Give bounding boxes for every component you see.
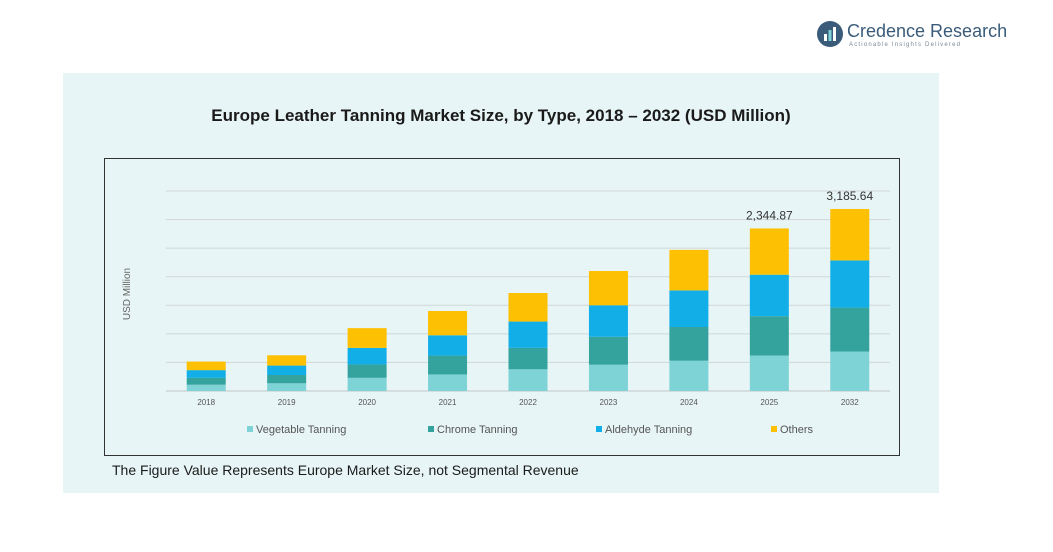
chart-panel xyxy=(63,73,939,493)
bar-segment-vegetable-tanning-2024 xyxy=(669,360,709,391)
x-tick-label: 2023 xyxy=(600,398,618,407)
legend-item-vegetable-tanning: Vegetable Tanning xyxy=(247,424,346,438)
bar-segment-others-2019 xyxy=(267,355,307,366)
bar-segment-others-2018 xyxy=(186,361,226,371)
bar-segment-others-2025 xyxy=(749,228,789,275)
chart-legend: Vegetable Tanning Chrome Tanning Aldehyde … xyxy=(0,424,1053,438)
bar-segment-aldehyde-tanning-2024 xyxy=(669,290,709,327)
x-tick-label: 2032 xyxy=(841,398,859,407)
x-tick-label: 2021 xyxy=(439,398,457,407)
legend-swatch xyxy=(247,426,253,432)
bar-segment-chrome-tanning-2025 xyxy=(749,316,789,356)
bar-segment-chrome-tanning-2019 xyxy=(267,375,307,384)
bar-segment-chrome-tanning-2032 xyxy=(830,307,870,352)
bar-segment-aldehyde-tanning-2023 xyxy=(588,305,628,337)
brand-tagline: Actionable Insights Delivered xyxy=(849,42,962,48)
data-label-total-2032: 3,185.64 xyxy=(826,189,873,203)
legend-swatch xyxy=(428,426,434,432)
chart-frame xyxy=(104,158,900,456)
legend-label: Aldehyde Tanning xyxy=(605,424,693,436)
legend-swatch xyxy=(596,426,602,432)
bar-segment-others-2020 xyxy=(347,328,387,348)
bar-segment-others-2022 xyxy=(508,293,548,322)
legend-label: Chrome Tanning xyxy=(437,424,518,436)
bar-segment-aldehyde-tanning-2032 xyxy=(830,260,870,308)
x-tick-label: 2018 xyxy=(197,398,215,407)
footnote: The Figure Value Represents Europe Marke… xyxy=(112,462,579,478)
legend-item-others: Others xyxy=(771,424,813,438)
chart-title: Europe Leather Tanning Market Size, by T… xyxy=(211,106,791,125)
bar-segment-chrome-tanning-2021 xyxy=(428,355,468,375)
bar-segment-chrome-tanning-2024 xyxy=(669,327,709,361)
bar-segment-vegetable-tanning-2021 xyxy=(428,374,468,391)
bar-segment-aldehyde-tanning-2020 xyxy=(347,347,387,365)
x-tick-label: 2024 xyxy=(680,398,698,407)
bar-segment-vegetable-tanning-2019 xyxy=(267,383,307,391)
x-tick-label: 2022 xyxy=(519,398,537,407)
data-label-total-2025: 2,344.87 xyxy=(746,208,793,222)
brand-name: Credence Research xyxy=(847,21,1008,41)
legend-label: Others xyxy=(780,424,814,436)
bar-segment-others-2023 xyxy=(588,271,628,306)
bar-segment-chrome-tanning-2018 xyxy=(186,377,226,385)
bar-segment-aldehyde-tanning-2019 xyxy=(267,365,307,375)
bar-segment-aldehyde-tanning-2025 xyxy=(749,274,789,317)
bar-segment-chrome-tanning-2022 xyxy=(508,347,548,370)
bar-segment-others-2024 xyxy=(669,249,709,291)
bar-segment-vegetable-tanning-2032 xyxy=(830,351,870,391)
bar-segment-vegetable-tanning-2025 xyxy=(749,355,789,391)
bar-segment-vegetable-tanning-2022 xyxy=(508,369,548,391)
bar-segment-vegetable-tanning-2023 xyxy=(588,364,628,391)
x-tick-label: 2019 xyxy=(278,398,296,407)
bar-segment-aldehyde-tanning-2021 xyxy=(428,335,468,356)
x-tick-label: 2025 xyxy=(760,398,778,407)
bar-chart-logo-icon xyxy=(817,21,843,47)
y-axis-label: USD Million xyxy=(122,268,133,320)
bar-segment-others-2021 xyxy=(428,311,468,336)
legend-swatch xyxy=(771,426,777,432)
bar-segment-chrome-tanning-2020 xyxy=(347,364,387,378)
bar-segment-aldehyde-tanning-2022 xyxy=(508,321,548,348)
legend-item-aldehyde-tanning: Aldehyde Tanning xyxy=(596,424,692,438)
x-tick-label: 2020 xyxy=(358,398,376,407)
legend-label: Vegetable Tanning xyxy=(256,424,347,436)
legend-item-chrome-tanning: Chrome Tanning xyxy=(428,424,518,438)
bar-segment-aldehyde-tanning-2018 xyxy=(186,370,226,378)
bar-segment-vegetable-tanning-2018 xyxy=(186,384,226,391)
brand-logo: Credence Research Actionable Insights De… xyxy=(816,18,1008,54)
bar-segment-others-2032 xyxy=(830,209,870,261)
bar-segment-vegetable-tanning-2020 xyxy=(347,377,387,391)
bar-segment-chrome-tanning-2023 xyxy=(588,336,628,365)
